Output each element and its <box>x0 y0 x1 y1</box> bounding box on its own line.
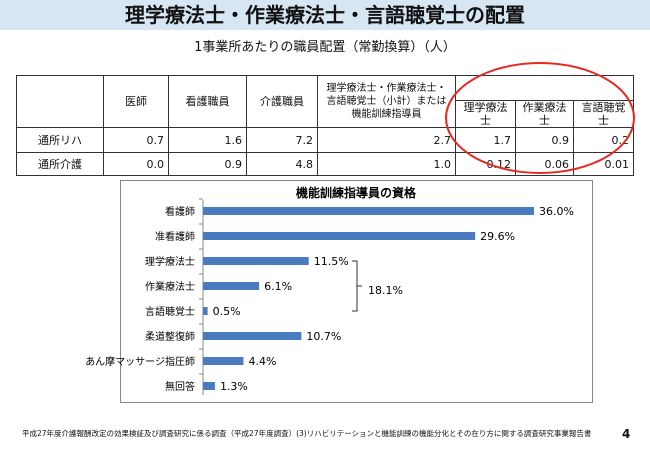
cell: 1.0 <box>317 152 456 176</box>
category-label: 作業療法士 <box>145 280 195 293</box>
row-label: 通所介護 <box>16 152 104 176</box>
category-label: 柔道整復師 <box>145 330 195 343</box>
bar <box>203 307 208 315</box>
bar <box>203 382 215 390</box>
chart-title: 機能訓練指導員の資格 <box>296 185 417 200</box>
category-label: 理学療法士 <box>145 255 195 268</box>
highlight-circle <box>445 62 635 174</box>
cell: 7.2 <box>246 127 318 153</box>
cell: 4.8 <box>246 152 318 176</box>
data-label: 10.7% <box>306 330 341 343</box>
header-nurse: 看護職員 <box>168 75 247 128</box>
chart-frame <box>120 180 593 403</box>
data-label: 36.0% <box>539 205 574 218</box>
data-label: 11.5% <box>314 255 349 268</box>
bracket-label: 18.1% <box>368 284 403 297</box>
category-label: 言語聴覚士 <box>145 305 195 318</box>
category-label: 准看護師 <box>155 230 195 243</box>
bar <box>203 332 302 340</box>
cell: 1.6 <box>168 127 247 153</box>
cell: 0.0 <box>103 152 169 176</box>
bar <box>203 282 260 290</box>
bar <box>203 232 476 240</box>
data-label: 0.5% <box>213 305 241 318</box>
category-label: 無回答 <box>165 380 195 393</box>
category-label: 看護師 <box>165 205 195 218</box>
bar <box>203 207 534 215</box>
table-caption: 1事業所あたりの職員配置（常勤換算）（人） <box>194 40 456 55</box>
corner-cell <box>16 75 104 128</box>
page-number: 4 <box>622 427 631 441</box>
source-footnote: 平成27年度介護報酬改定の効果検証及び調査研究に係る調査（平成27年度調査）(3… <box>22 429 592 438</box>
data-label: 1.3% <box>220 380 248 393</box>
category-label: あん摩マッサージ指圧師 <box>85 355 195 368</box>
data-label: 4.4% <box>248 355 276 368</box>
slide-title: 理学療法士・作業療法士・言語聴覚士の配置 <box>0 0 650 30</box>
data-label: 6.1% <box>264 280 292 293</box>
data-label: 29.6% <box>480 230 515 243</box>
bar <box>203 357 244 365</box>
bracket <box>352 260 362 312</box>
bar <box>203 257 309 265</box>
